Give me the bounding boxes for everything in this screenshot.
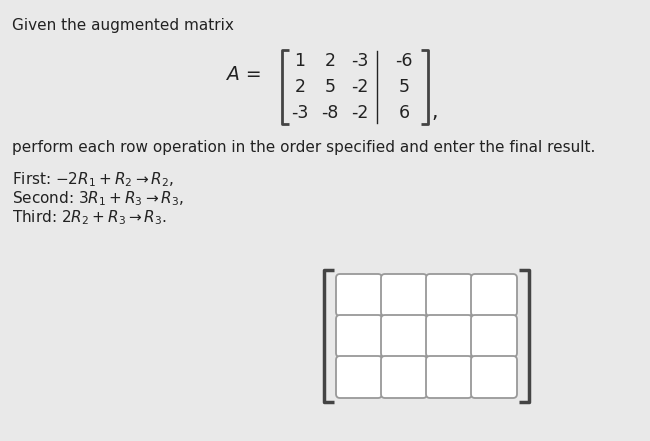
FancyBboxPatch shape — [426, 315, 472, 357]
Text: A =: A = — [227, 64, 262, 83]
FancyBboxPatch shape — [471, 356, 517, 398]
Text: -3: -3 — [291, 104, 309, 122]
FancyBboxPatch shape — [381, 315, 427, 357]
Text: 2: 2 — [294, 78, 305, 96]
FancyBboxPatch shape — [426, 356, 472, 398]
FancyBboxPatch shape — [336, 356, 382, 398]
Text: 5: 5 — [324, 78, 335, 96]
Text: -8: -8 — [321, 104, 339, 122]
Text: Second: $3R_1 + R_3 \rightarrow R_3,$: Second: $3R_1 + R_3 \rightarrow R_3,$ — [12, 189, 184, 208]
FancyBboxPatch shape — [336, 274, 382, 316]
Text: -6: -6 — [395, 52, 413, 70]
Text: First: $-2R_1 + R_2 \rightarrow R_2,$: First: $-2R_1 + R_2 \rightarrow R_2,$ — [12, 170, 174, 189]
Text: Given the augmented matrix: Given the augmented matrix — [12, 18, 234, 33]
Text: 2: 2 — [324, 52, 335, 70]
FancyBboxPatch shape — [381, 274, 427, 316]
Text: 5: 5 — [398, 78, 410, 96]
FancyBboxPatch shape — [471, 274, 517, 316]
FancyBboxPatch shape — [471, 315, 517, 357]
Text: 1: 1 — [294, 52, 305, 70]
Text: perform each row operation in the order specified and enter the final result.: perform each row operation in the order … — [12, 140, 595, 155]
Text: -2: -2 — [351, 104, 369, 122]
Text: ,: , — [431, 103, 437, 122]
Text: Third: $2R_2 + R_3 \rightarrow R_3.$: Third: $2R_2 + R_3 \rightarrow R_3.$ — [12, 208, 167, 227]
Text: -3: -3 — [351, 52, 369, 70]
FancyBboxPatch shape — [426, 274, 472, 316]
Text: 6: 6 — [398, 104, 410, 122]
FancyBboxPatch shape — [336, 315, 382, 357]
FancyBboxPatch shape — [381, 356, 427, 398]
Text: -2: -2 — [351, 78, 369, 96]
